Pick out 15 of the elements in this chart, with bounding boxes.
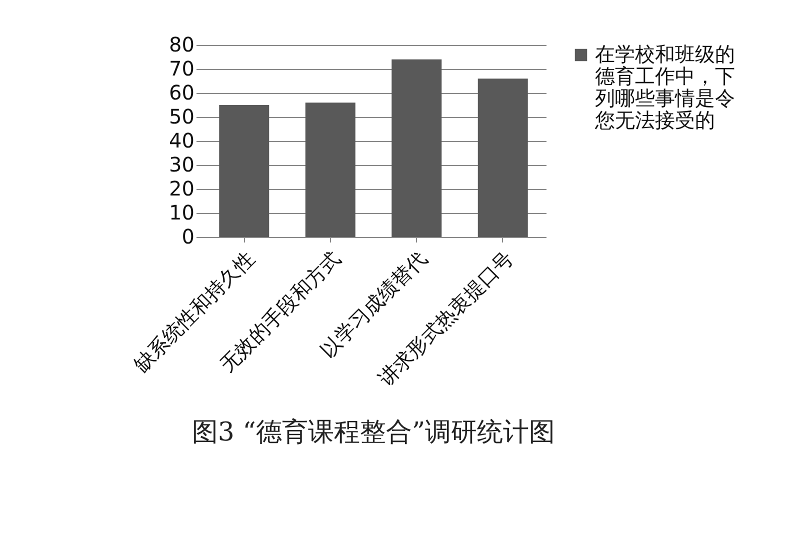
- bar: [478, 78, 528, 237]
- y-tick-label: 60: [169, 80, 194, 104]
- legend-label: 在学校和班级的德育工作中，下列哪些事情是令您无法接受的: [594, 42, 735, 132]
- text: 图3 “德育课程整合”调研统计图: [192, 417, 556, 448]
- y-tick-label: 10: [169, 200, 194, 224]
- bar: [219, 105, 270, 237]
- y-tick-label: 50: [169, 104, 194, 128]
- y-tick-label: 20: [169, 176, 194, 200]
- y-tick-label: 40: [169, 128, 194, 152]
- bar: [392, 59, 442, 237]
- bar: [305, 102, 356, 237]
- y-tick-label: 70: [169, 56, 194, 80]
- y-tick-label: 80: [169, 32, 194, 56]
- y-tick-label: 0: [182, 224, 194, 248]
- y-tick-label: 30: [169, 152, 194, 176]
